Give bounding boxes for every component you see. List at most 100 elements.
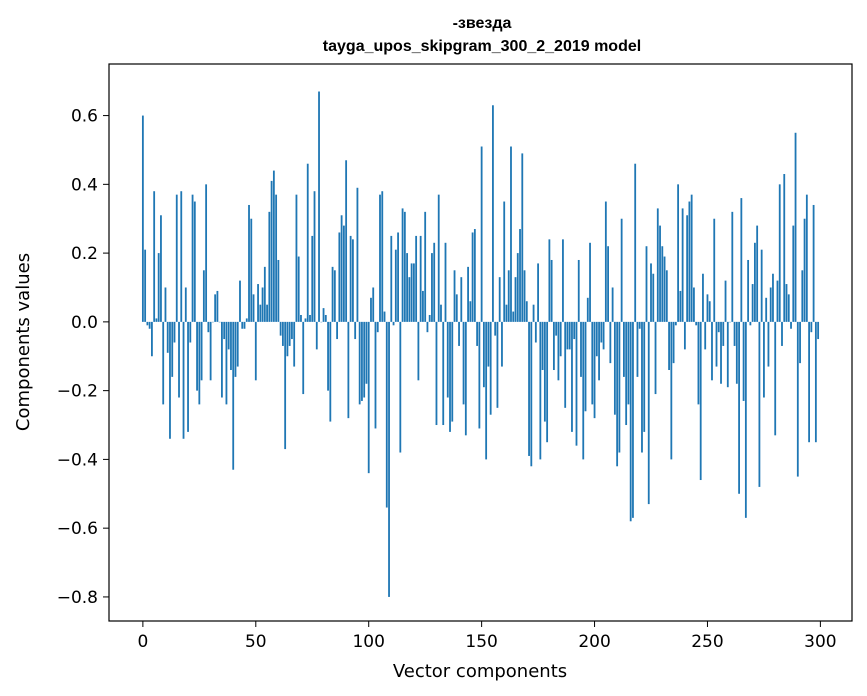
bar-2 <box>146 321 149 326</box>
bar-234 <box>670 321 673 460</box>
bar-159 <box>501 321 503 367</box>
bar-16 <box>178 321 180 398</box>
bar-104 <box>376 321 379 333</box>
bar-130 <box>435 321 438 426</box>
y-tick-label: 0.2 <box>71 244 98 264</box>
bar-38 <box>227 321 230 350</box>
bar-67 <box>293 321 296 367</box>
bar-43 <box>239 280 241 322</box>
bar-133 <box>442 321 445 426</box>
bar-91 <box>347 321 350 419</box>
bar-188 <box>566 321 569 350</box>
bar-249 <box>704 321 707 350</box>
bar-124 <box>422 290 424 322</box>
x-axis-label: Vector components <box>393 661 567 682</box>
bar-271 <box>753 242 756 322</box>
bar-5 <box>153 191 156 322</box>
bar-64 <box>286 321 289 357</box>
bar-18 <box>182 321 185 439</box>
bar-161 <box>505 304 508 322</box>
bar-131 <box>437 194 440 322</box>
bar-42 <box>236 321 239 367</box>
bar-174 <box>534 321 537 343</box>
bar-269 <box>749 321 752 326</box>
bar-183 <box>555 321 558 336</box>
bar-283 <box>781 321 783 346</box>
bar-125 <box>424 211 427 322</box>
bar-227 <box>654 321 657 395</box>
chart-title: -звезда <box>453 15 512 32</box>
bar-192 <box>575 321 578 446</box>
bar-44 <box>241 321 244 329</box>
bar-166 <box>516 253 519 322</box>
bar-279 <box>772 273 774 322</box>
bar-292 <box>801 270 804 322</box>
bar-123 <box>419 235 422 322</box>
bar-291 <box>799 321 801 364</box>
bar-61 <box>279 321 282 336</box>
bar-169 <box>523 270 526 322</box>
bar-105 <box>379 194 381 322</box>
bar-278 <box>769 287 772 322</box>
bar-189 <box>568 321 571 350</box>
bar-268 <box>747 259 750 322</box>
bar-187 <box>564 321 567 408</box>
bar-215 <box>627 321 630 405</box>
bar-76 <box>313 191 316 322</box>
bar-70 <box>300 314 302 322</box>
bar-137 <box>451 321 454 422</box>
bar-21 <box>189 321 192 343</box>
bar-257 <box>722 321 725 346</box>
bar-150 <box>480 146 483 322</box>
bar-3 <box>148 321 151 329</box>
bar-74 <box>309 314 311 322</box>
bar-78 <box>318 91 320 322</box>
bar-251 <box>708 301 711 322</box>
bar-111 <box>392 321 395 326</box>
bar-142 <box>462 321 465 405</box>
bar-20 <box>187 321 189 432</box>
bar-216 <box>629 321 632 522</box>
bar-82 <box>327 321 329 391</box>
bar-148 <box>476 321 479 346</box>
bar-8 <box>160 215 162 322</box>
bar-167 <box>519 229 521 322</box>
bar-127 <box>428 314 431 322</box>
bar-46 <box>245 318 248 322</box>
bar-152 <box>485 321 488 460</box>
bar-214 <box>625 321 628 426</box>
bar-94 <box>354 321 357 340</box>
bar-180 <box>548 239 551 322</box>
bar-93 <box>352 239 354 322</box>
bar-122 <box>417 321 420 381</box>
bar-80 <box>322 308 325 322</box>
bar-191 <box>573 321 576 340</box>
y-tick-label: 0.0 <box>71 313 98 333</box>
bar-14 <box>173 321 176 343</box>
bar-151 <box>482 321 485 388</box>
bar-289 <box>794 132 797 322</box>
bar-112 <box>394 249 397 322</box>
bar-66 <box>291 321 293 340</box>
bar-225 <box>650 263 652 322</box>
bar-237 <box>677 184 680 322</box>
bar-221 <box>641 321 643 453</box>
bar-168 <box>521 153 524 322</box>
bar-107 <box>383 311 386 322</box>
bar-206 <box>607 246 609 322</box>
bar-113 <box>397 232 399 322</box>
bar-60 <box>277 259 280 322</box>
bar-146 <box>471 232 474 322</box>
bar-296 <box>810 321 813 333</box>
bar-23 <box>193 201 196 322</box>
bar-262 <box>733 321 736 346</box>
bar-294 <box>805 194 808 322</box>
bar-29 <box>207 321 210 333</box>
bar-87 <box>338 232 341 322</box>
bar-201 <box>595 321 598 357</box>
bar-25 <box>198 321 201 405</box>
bar-267 <box>744 321 747 518</box>
bar-138 <box>453 270 456 322</box>
